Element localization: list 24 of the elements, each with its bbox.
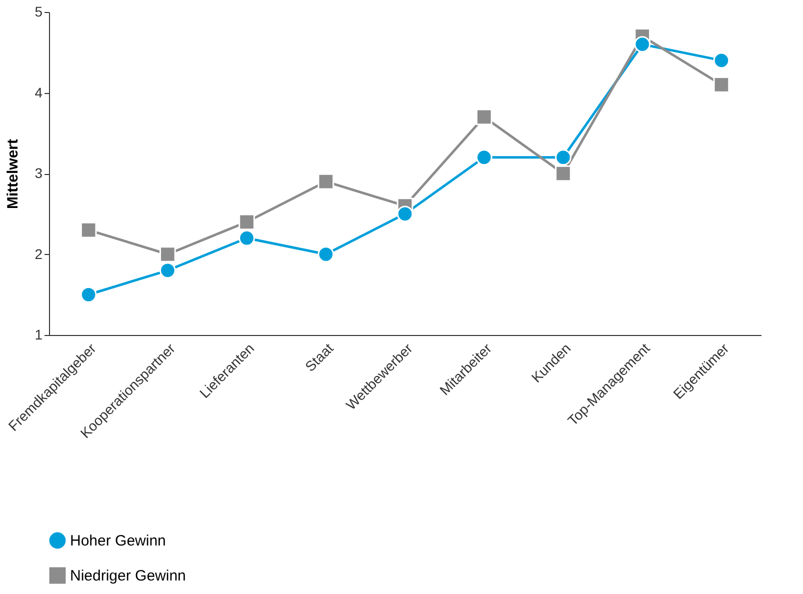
point xyxy=(555,165,572,182)
point xyxy=(634,36,650,52)
y-tick-label: 2 xyxy=(34,246,43,262)
point xyxy=(713,76,730,93)
point xyxy=(238,214,255,230)
point xyxy=(238,230,255,246)
point xyxy=(555,149,572,166)
point xyxy=(80,222,97,238)
point xyxy=(80,286,97,303)
legend-label: Niedriger Gewinn xyxy=(70,568,186,584)
point xyxy=(476,108,492,126)
y-tick-label: 5 xyxy=(34,4,43,20)
point xyxy=(713,52,730,69)
point xyxy=(396,206,414,222)
y-axis-title: Mittelwert xyxy=(4,138,22,210)
point xyxy=(160,246,176,262)
legend-label: Hoher Gewinn xyxy=(70,532,166,550)
point xyxy=(160,262,176,279)
point xyxy=(318,246,334,262)
point xyxy=(476,149,492,166)
y-tick-label: 4 xyxy=(34,84,43,100)
y-tick-label: 3 xyxy=(34,165,43,181)
y-tick-label: 1 xyxy=(34,326,43,342)
point xyxy=(318,173,334,190)
